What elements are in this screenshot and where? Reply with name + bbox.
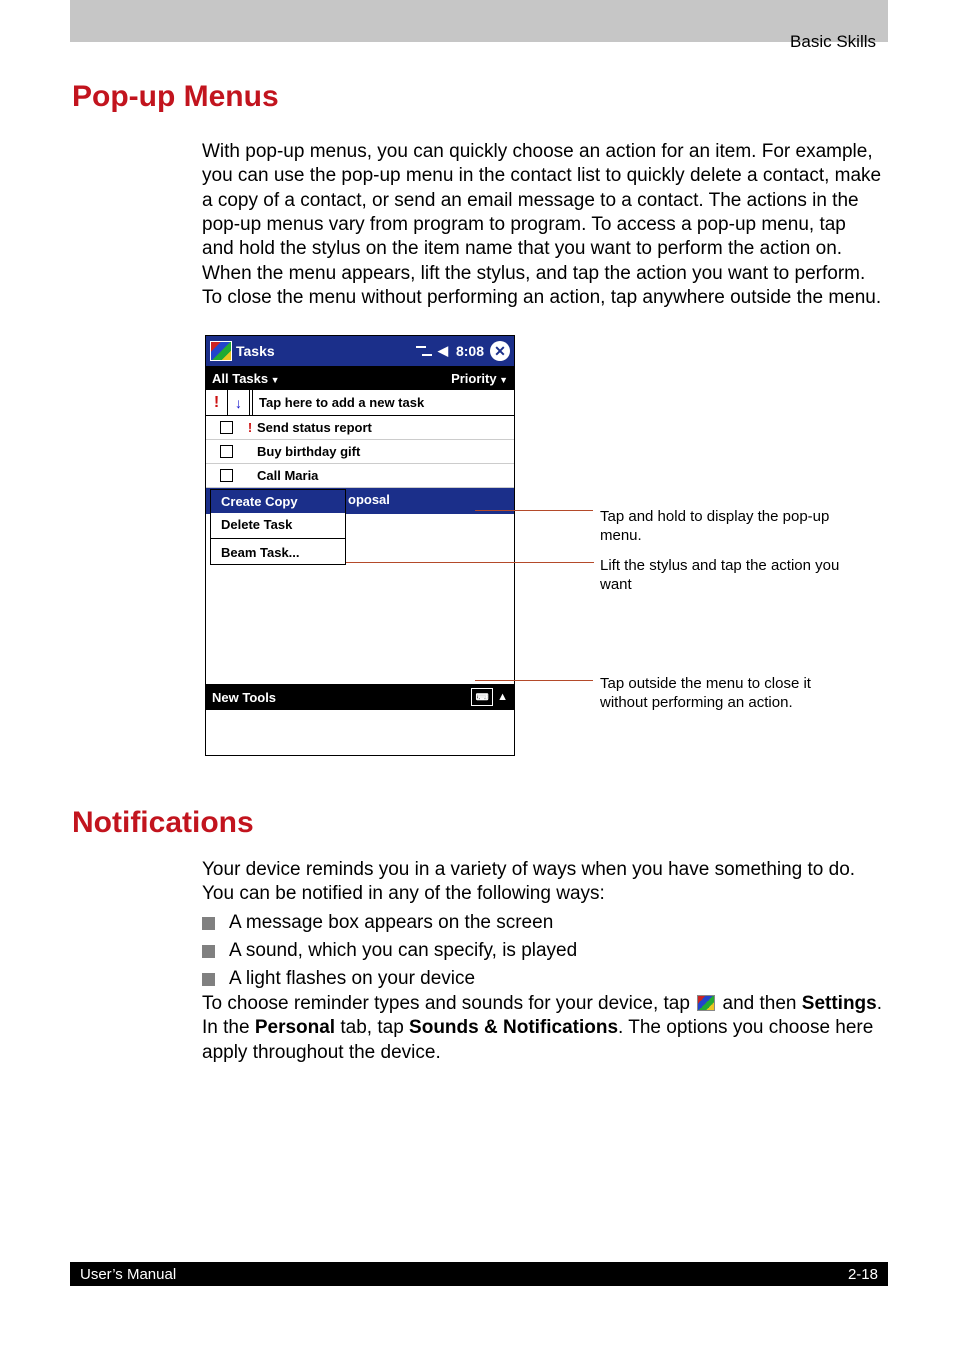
- task-row[interactable]: ! Call Maria: [206, 464, 514, 488]
- task-checkbox[interactable]: [220, 421, 233, 434]
- priority-icon: !: [245, 444, 255, 459]
- outro-text-1: To choose reminder types and sounds for …: [202, 993, 695, 1014]
- task-row[interactable]: ! Send status report: [206, 416, 514, 440]
- pda-clock: 8:08: [456, 343, 484, 359]
- task-label: Send status report: [257, 420, 372, 435]
- header-gray-band: [70, 0, 888, 42]
- footer-right: 2-18: [848, 1266, 878, 1283]
- callout-text-1: Tap and hold to display the pop-up menu.: [600, 508, 850, 546]
- outro-settings: Settings: [802, 993, 877, 1014]
- list-item: A light flashes on your device: [202, 968, 862, 990]
- bullet-square-icon: [202, 945, 215, 958]
- footer-left: User’s Manual: [80, 1266, 176, 1283]
- bullet-square-icon: [202, 917, 215, 930]
- heading-popup-menus: Pop-up Menus: [72, 80, 279, 114]
- priority-icon: !: [245, 420, 255, 435]
- menu-item-create-copy[interactable]: Create Copy: [211, 490, 345, 513]
- pda-bottom-right: ⌨ ▲: [471, 688, 508, 706]
- popup-context-menu: Create Copy Delete Task Beam Task...: [210, 489, 346, 565]
- selected-task-fragment: oposal: [348, 492, 390, 507]
- task-row[interactable]: ! Buy birthday gift: [206, 440, 514, 464]
- bullet-text: A light flashes on your device: [229, 968, 475, 990]
- pda-bottom-bar: New Tools ⌨ ▲: [206, 684, 514, 710]
- pda-screenshot: Tasks ◀ 8:08 ✕ All Tasks Priority ! ↓ Ta…: [205, 335, 515, 756]
- task-label: Call Maria: [257, 468, 318, 483]
- pda-bottom-commands[interactable]: New Tools: [212, 690, 276, 705]
- list-item: A sound, which you can specify, is playe…: [202, 940, 862, 962]
- list-item: A message box appears on the screen: [202, 912, 862, 934]
- heading-notifications: Notifications: [72, 806, 254, 840]
- task-checkbox[interactable]: [220, 445, 233, 458]
- menu-item-delete-task[interactable]: Delete Task: [211, 513, 345, 536]
- paragraph-popup-intro: With pop-up menus, you can quickly choos…: [202, 140, 882, 310]
- callout-line: [475, 680, 593, 681]
- sort-column-icon: ↓: [228, 390, 250, 415]
- speaker-icon[interactable]: ◀: [438, 344, 452, 358]
- menu-item-beam-task[interactable]: Beam Task...: [211, 541, 345, 564]
- add-task-row[interactable]: ! ↓ Tap here to add a new task: [206, 390, 514, 416]
- add-task-placeholder: Tap here to add a new task: [252, 390, 424, 415]
- paragraph-notif-outro: To choose reminder types and sounds for …: [202, 992, 882, 1065]
- pda-titlebar: Tasks ◀ 8:08 ✕: [206, 336, 514, 366]
- callout-text-3: Tap outside the menu to close it without…: [600, 675, 850, 713]
- bullet-text: A sound, which you can specify, is playe…: [229, 940, 577, 962]
- keyboard-icon[interactable]: ⌨: [471, 688, 493, 706]
- pda-title-text: Tasks: [236, 343, 416, 359]
- outro-text-2: and then: [717, 993, 802, 1014]
- task-checkbox[interactable]: [220, 469, 233, 482]
- outro-sounds: Sounds & Notifications: [409, 1017, 618, 1038]
- outro-personal: Personal: [255, 1017, 335, 1038]
- start-flag-icon[interactable]: [210, 341, 232, 361]
- page: Basic Skills Pop-up Menus With pop-up me…: [0, 0, 954, 1349]
- menu-separator: [211, 538, 345, 539]
- pda-filter-bar: All Tasks Priority: [206, 366, 514, 390]
- header-section-label: Basic Skills: [790, 32, 876, 52]
- priority-icon: !: [245, 468, 255, 483]
- callout-text-2: Lift the stylus and tap the action you w…: [600, 557, 850, 595]
- paragraph-notif-intro: Your device reminds you in a variety of …: [202, 858, 882, 907]
- task-label: Buy birthday gift: [257, 444, 360, 459]
- bullet-list: A message box appears on the screen A so…: [202, 912, 862, 996]
- input-panel-up-icon[interactable]: ▲: [497, 691, 508, 703]
- footer-bar: User’s Manual 2-18: [70, 1262, 888, 1286]
- bullet-text: A message box appears on the screen: [229, 912, 553, 934]
- outro-text-4: tab, tap: [335, 1017, 409, 1038]
- priority-column-icon: !: [206, 390, 228, 415]
- callout-line: [475, 510, 593, 511]
- callout-line: [335, 562, 594, 563]
- connection-icon[interactable]: [416, 344, 432, 358]
- close-icon[interactable]: ✕: [490, 341, 510, 361]
- filter-priority-dropdown[interactable]: Priority: [451, 371, 508, 386]
- filter-all-tasks-dropdown[interactable]: All Tasks: [212, 371, 280, 386]
- bullet-square-icon: [202, 973, 215, 986]
- start-flag-icon: [697, 995, 715, 1011]
